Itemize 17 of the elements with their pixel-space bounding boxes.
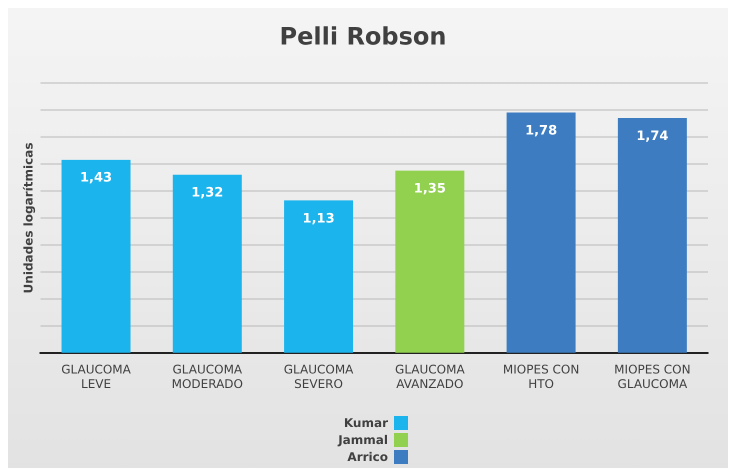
x-tick-label: GLAUCOMA SEVERO: [284, 362, 354, 391]
legend-label: Jammal: [336, 433, 388, 447]
x-tick-label: MIOPES CON HTO: [502, 362, 580, 391]
data-label: 1,74: [636, 128, 668, 144]
x-tick-label: GLAUCOMA AVANZADO: [395, 362, 466, 391]
legend-label: Kumar: [342, 416, 388, 430]
chart-title: Pelli Robson: [280, 22, 446, 51]
x-tick-label: GLAUCOMA MODERADO: [172, 362, 243, 391]
x-tick-label: GLAUCOMA LEVE: [61, 362, 132, 391]
data-label: 1,32: [191, 186, 224, 201]
y-axis-title: Unidades logarítmicas: [21, 142, 36, 294]
data-label: 1,78: [525, 123, 558, 138]
x-tick-label: MIOPES CON GLAUCOMA: [614, 362, 691, 391]
data-label: 1,13: [302, 211, 335, 226]
legend-label: Arrico: [346, 450, 388, 464]
data-label: 1,35: [414, 182, 446, 197]
data-label: 1,43: [80, 170, 112, 186]
